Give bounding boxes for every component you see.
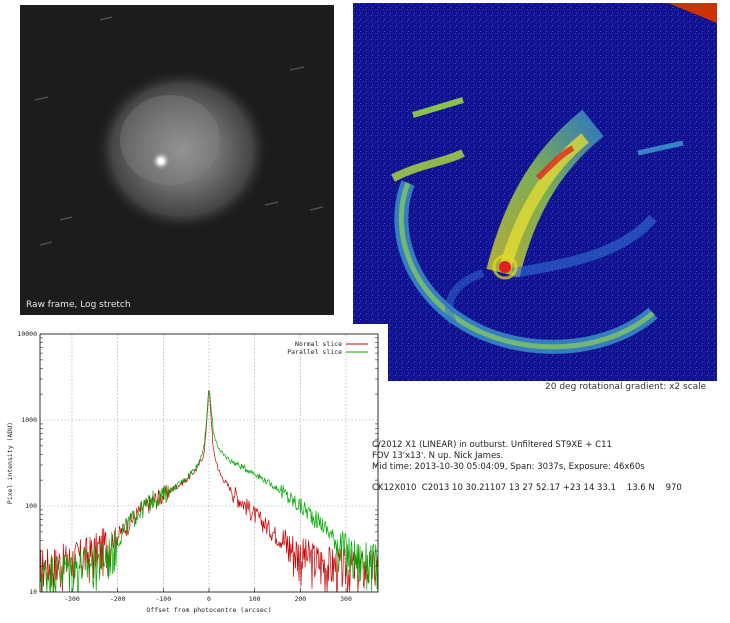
corner-artifact [668,3,717,23]
plot-ticks: 10 100 1000 10000 -300 -200 -100 0 100 200 300 [17,330,378,603]
x-tick-label: 0 [207,595,211,603]
legend-label: Parallel slice [287,348,342,356]
series-line-0 [39,389,379,593]
x-tick-label: -300 [64,595,80,603]
inner-coma [120,95,220,185]
raw-frame-graphic [34,16,324,246]
raw-frame-caption: Raw frame, Log stretch [26,300,131,310]
gradient-frame-graphic [353,3,717,381]
plot-series [39,389,379,594]
y-axis-label: Pixel intensity (ADU) [6,422,14,504]
gradient-nucleus [499,261,511,273]
observation-info: C/2012 X1 (LINEAR) in outburst. Unfilter… [372,440,682,494]
y-tick-label: 10000 [17,330,37,338]
right-arc [512,214,657,278]
y-tick-label: 100 [25,502,37,510]
raw-frame-image: Raw frame, Log stretch [20,5,334,315]
x-axis-label: Offset from photocentre (arcsec) [146,606,271,614]
intensity-profile-chart: 10 100 1000 10000 -300 -200 -100 0 100 200 300 Pix… [0,324,388,619]
y-tick-label: 1000 [21,416,37,424]
info-fov-line: FOV 13'x13'. N up. Nick James. [372,451,504,461]
x-tick-label: -200 [110,595,126,603]
upper-streak [412,97,464,118]
x-tick-label: 200 [294,595,306,603]
right-streak [637,140,684,156]
info-time-line: Mid time: 2013-10-30 05:04:09, Span: 303… [372,462,645,472]
legend-label: Normal slice [295,340,342,348]
x-tick-label: 100 [249,595,261,603]
left-shell-arc [391,149,465,182]
intensity-profile-svg: 10 100 1000 10000 -300 -200 -100 0 100 200 300 Pix… [0,324,388,619]
y-tick-label: 10 [29,588,37,596]
star-trails [34,16,324,246]
info-astrometry-line: CK12X010 C2013 10 30.21107 13 27 52.17 +… [372,483,682,493]
x-tick-label: 300 [340,595,352,603]
x-tick-label: -100 [155,595,171,603]
series-line-1 [39,390,379,594]
nucleus-core [158,158,164,164]
info-object-line: C/2012 X1 (LINEAR) in outburst. Unfilter… [372,440,612,450]
coma [94,68,270,232]
gradient-frame-image [353,3,717,381]
gradient-frame-caption: 20 deg rotational gradient: x2 scale [545,382,707,392]
